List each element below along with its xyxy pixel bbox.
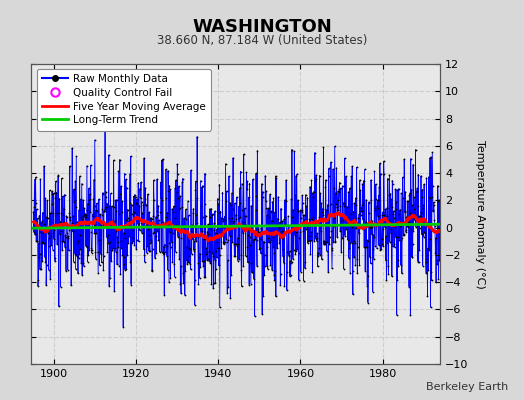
Five Year Moving Average bbox=[304, 220, 310, 224]
Raw Monthly Data bbox=[102, 104, 108, 109]
Text: WASHINGTON: WASHINGTON bbox=[192, 18, 332, 36]
Long-Term Trend bbox=[436, 222, 443, 227]
Five Year Moving Average bbox=[336, 210, 342, 215]
Long-Term Trend bbox=[303, 223, 310, 228]
Raw Monthly Data bbox=[120, 324, 126, 329]
Raw Monthly Data bbox=[350, 268, 356, 273]
Text: 38.660 N, 87.184 W (United States): 38.660 N, 87.184 W (United States) bbox=[157, 34, 367, 47]
Raw Monthly Data bbox=[30, 210, 37, 214]
Long-Term Trend bbox=[82, 225, 89, 230]
Raw Monthly Data bbox=[436, 234, 443, 239]
Raw Monthly Data bbox=[82, 211, 89, 216]
Y-axis label: Temperature Anomaly (°C): Temperature Anomaly (°C) bbox=[475, 140, 485, 288]
Five Year Moving Average bbox=[205, 238, 211, 243]
Five Year Moving Average bbox=[82, 220, 89, 224]
Five Year Moving Average bbox=[350, 219, 356, 224]
Five Year Moving Average bbox=[436, 229, 443, 234]
Long-Term Trend bbox=[90, 225, 96, 230]
Raw Monthly Data bbox=[304, 195, 311, 200]
Long-Term Trend bbox=[390, 222, 397, 227]
Long-Term Trend bbox=[30, 226, 37, 230]
Raw Monthly Data bbox=[391, 241, 397, 246]
Line: Raw Monthly Data: Raw Monthly Data bbox=[34, 106, 440, 327]
Five Year Moving Average bbox=[372, 222, 378, 227]
Line: Five Year Moving Average: Five Year Moving Average bbox=[34, 213, 440, 241]
Long-Term Trend bbox=[370, 222, 377, 227]
Raw Monthly Data bbox=[372, 169, 378, 174]
Five Year Moving Average bbox=[90, 220, 96, 225]
Five Year Moving Average bbox=[391, 222, 397, 227]
Legend: Raw Monthly Data, Quality Control Fail, Five Year Moving Average, Long-Term Tren: Raw Monthly Data, Quality Control Fail, … bbox=[37, 69, 211, 130]
Long-Term Trend bbox=[348, 223, 355, 228]
Five Year Moving Average bbox=[30, 220, 37, 224]
Text: Berkeley Earth: Berkeley Earth bbox=[426, 382, 508, 392]
Line: Long-Term Trend: Long-Term Trend bbox=[34, 224, 440, 228]
Raw Monthly Data bbox=[90, 197, 96, 202]
